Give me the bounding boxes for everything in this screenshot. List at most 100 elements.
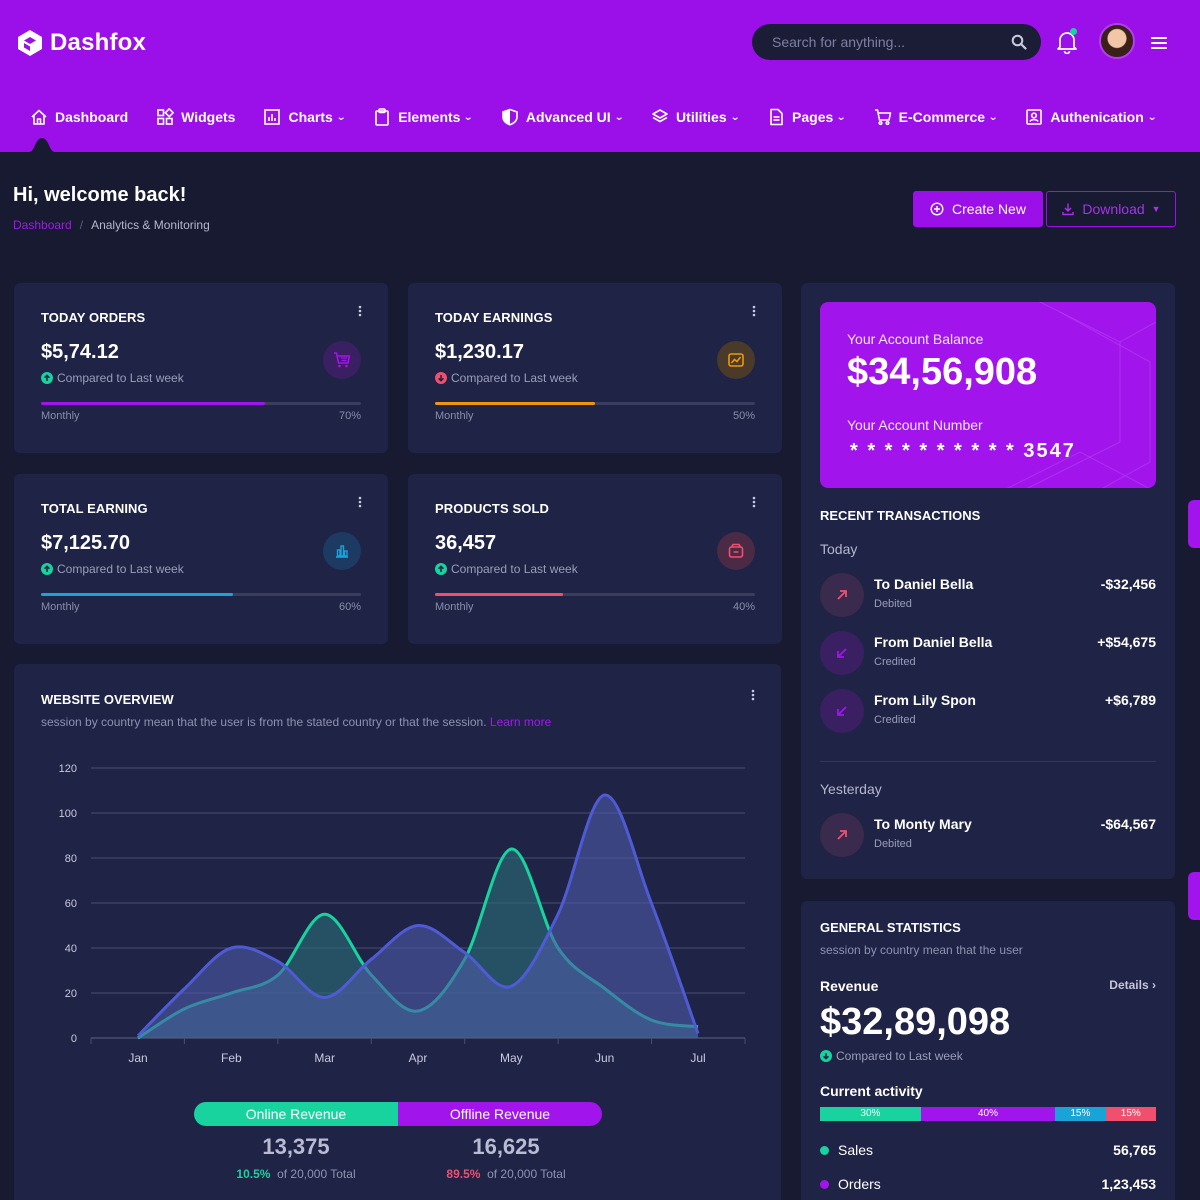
x-tick-label: Jan: [128, 1051, 147, 1065]
more-options-icon[interactable]: [752, 305, 756, 317]
arrow-down-left-icon: [837, 706, 847, 716]
stat-compare: Compared to Last week: [435, 371, 578, 385]
nav-item-advanced-ui[interactable]: Advanced UI ⌄: [501, 104, 624, 130]
x-tick-label: Jun: [595, 1051, 614, 1065]
search-bar: [752, 24, 1041, 60]
nav-item-ecommerce[interactable]: E-Commerce ⌄: [874, 104, 998, 130]
chevron-down-icon: ⌄: [988, 111, 999, 123]
account-number: * * * * * * * * * * 3547: [850, 440, 1076, 462]
stat-card-products-sold: PRODUCTS SOLD 36,457 Compared to Last week…: [408, 474, 782, 644]
progress-period: Monthly: [41, 601, 80, 613]
nav-item-dashboard[interactable]: Dashboard: [30, 104, 128, 130]
transaction-name[interactable]: To Monty Mary: [874, 816, 972, 832]
download-button[interactable]: Download ▼: [1046, 191, 1176, 227]
file-icon: [770, 108, 783, 126]
arrow-up-circle-icon: [41, 563, 53, 575]
transaction-icon-badge: [820, 573, 864, 617]
y-tick-label: 100: [59, 808, 77, 820]
more-options-icon[interactable]: [358, 496, 362, 508]
breadcrumb-link-dashboard[interactable]: Dashboard: [13, 218, 72, 232]
nav-item-charts[interactable]: Charts ⌄: [263, 104, 347, 130]
chevron-down-icon: ⌄: [836, 111, 847, 123]
transaction-amount: +$6,789: [1105, 692, 1156, 708]
y-tick-label: 0: [71, 1033, 77, 1045]
arrow-down-left-icon: [837, 648, 847, 658]
transaction-name[interactable]: From Lily Spon: [874, 692, 976, 708]
transaction-icon-badge: [820, 631, 864, 675]
arrow-up-circle-icon: [435, 563, 447, 575]
transaction-status: Debited: [874, 838, 912, 850]
cart-icon: [874, 109, 891, 126]
create-new-button[interactable]: Create New: [913, 191, 1043, 227]
breadcrumb-separator: /: [79, 218, 84, 232]
nav-item-authentication[interactable]: Authenication ⌄: [1025, 104, 1157, 130]
recent-transactions-title: RECENT TRANSACTIONS: [820, 508, 981, 523]
more-options-icon[interactable]: [358, 305, 362, 317]
progress-fill: [435, 593, 563, 596]
revenue-compare: Compared to Last week: [820, 1049, 963, 1063]
page-title: Hi, welcome back!: [13, 184, 187, 206]
activity-row-label: Sales: [838, 1142, 874, 1158]
current-activity-label: Current activity: [820, 1083, 923, 1099]
overview-subtitle: session by country mean that the user is…: [41, 715, 552, 729]
side-tab[interactable]: [1188, 872, 1200, 920]
chevron-down-icon: ⌄: [463, 111, 474, 123]
transaction-status: Credited: [874, 714, 916, 726]
more-options-icon[interactable]: [752, 496, 756, 508]
transaction-name[interactable]: To Daniel Bella: [874, 576, 974, 592]
transaction-status: Debited: [874, 598, 912, 610]
activity-row-label: Orders: [838, 1176, 881, 1192]
y-tick-label: 120: [59, 763, 77, 775]
series-area-offline-revenue: [138, 794, 698, 1038]
progress-track: [41, 593, 361, 596]
transaction-name[interactable]: From Daniel Bella: [874, 634, 993, 650]
online-revenue-total: 13,375: [262, 1134, 330, 1159]
chevron-down-icon: ⌄: [729, 111, 740, 123]
transaction-amount: +$54,675: [1097, 634, 1156, 650]
nav-item-elements[interactable]: Elements ⌄: [373, 104, 474, 130]
balance-amount: $34,56,908: [847, 351, 1038, 393]
breadcrumb-current: Analytics & Monitoring: [91, 218, 210, 232]
more-options-icon[interactable]: [751, 689, 755, 701]
search-input[interactable]: [772, 34, 1011, 50]
progress-period: Monthly: [41, 410, 80, 422]
grid-icon: [157, 108, 175, 125]
learn-more-link[interactable]: Learn more: [489, 715, 552, 729]
legend-offline-revenue[interactable]: Offline Revenue: [398, 1102, 602, 1126]
online-revenue-share: 10.5% of 20,000 Total: [236, 1167, 356, 1181]
clipboard-icon: [375, 108, 390, 126]
user-avatar[interactable]: [1099, 23, 1135, 59]
download-icon: [1062, 203, 1075, 216]
decorative-pattern: [1006, 302, 1156, 488]
stat-title: TODAY EARNINGS: [435, 310, 553, 325]
chevron-down-icon: ⌄: [335, 111, 347, 123]
brand-name: Dashfox: [50, 29, 147, 56]
nav-label: E-Commerce: [898, 109, 986, 125]
nav-label: Elements: [398, 109, 461, 125]
arrow-down-circle-icon: [435, 372, 447, 384]
activity-segment: 30%: [820, 1107, 921, 1121]
details-link[interactable]: Details ›: [1109, 978, 1156, 992]
balance-label: Your Account Balance: [847, 331, 984, 347]
search-icon[interactable]: [1011, 34, 1027, 50]
brand-logo[interactable]: Dashfox: [17, 29, 146, 57]
stat-icon-badge: [717, 341, 755, 379]
stat-icon-badge: [323, 532, 361, 570]
notification-badge: [1070, 28, 1077, 35]
nav-item-pages[interactable]: Pages ⌄: [767, 104, 846, 130]
nav-item-widgets[interactable]: Widgets: [156, 104, 235, 130]
revenue-legend: Online Revenue Offline Revenue: [194, 1102, 602, 1126]
stat-compare: Compared to Last week: [41, 371, 184, 385]
menu-icon[interactable]: [1151, 37, 1167, 51]
stat-card-today-earnings: TODAY EARNINGS $1,230.17 Compared to Last …: [408, 283, 782, 453]
transactions-divider: [820, 761, 1156, 762]
legend-online-revenue[interactable]: Online Revenue: [194, 1102, 398, 1126]
chart-icon: [264, 109, 281, 125]
progress-percent: 60%: [338, 601, 361, 613]
stat-title: PRODUCTS SOLD: [435, 501, 549, 516]
settings-side-tab[interactable]: [1188, 500, 1200, 548]
nav-item-utilities[interactable]: Utilities ⌄: [651, 104, 740, 130]
account-number-label: Your Account Number: [847, 417, 983, 433]
chevron-down-icon: ⌄: [1146, 111, 1157, 123]
chevron-right-icon: ›: [1152, 978, 1156, 992]
